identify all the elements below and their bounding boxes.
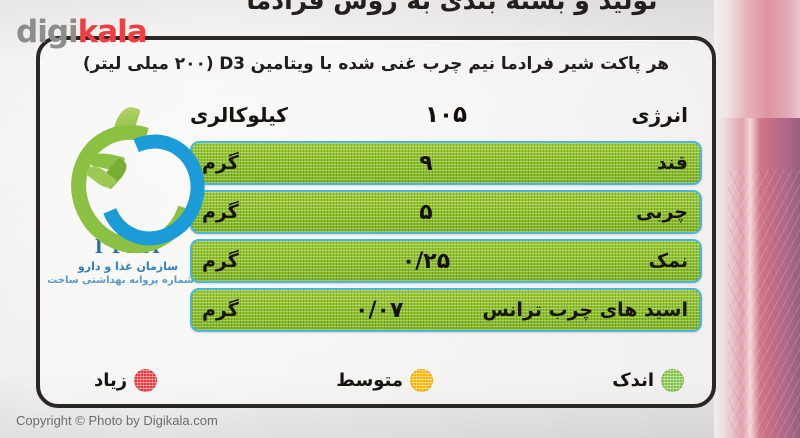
table-row-salt: نمک ۰/۲۵ گرم bbox=[190, 239, 702, 283]
legend-dot-red-icon bbox=[134, 369, 158, 392]
row-label: چربی bbox=[636, 201, 688, 223]
row-value: ۹ bbox=[419, 150, 433, 176]
row-label: قند bbox=[656, 152, 688, 174]
row-value: ۱۰۵ bbox=[424, 102, 468, 128]
legend-label: اندک bbox=[612, 370, 654, 391]
row-unit: گرم bbox=[202, 250, 239, 272]
legend-item-low: اندک bbox=[612, 369, 684, 392]
table-row-energy: انرژی ۱۰۵ کیلوکالری bbox=[190, 94, 702, 136]
nutrition-panel: هر پاکت شیر فرادما نیم چرب غنی شده با وی… bbox=[36, 36, 716, 408]
legend-label: متوسط bbox=[336, 370, 404, 391]
row-unit: گرم bbox=[202, 299, 239, 321]
table-row-fat: چربی ۵ گرم bbox=[190, 190, 702, 234]
legend-dot-orange-icon bbox=[410, 369, 434, 392]
watermark-digi: digi bbox=[16, 14, 79, 50]
ifda-logo: I FDA سازمان غذا و دارو شماره پروانه بهد… bbox=[47, 102, 222, 286]
row-label: انرژی bbox=[631, 103, 688, 127]
legend-dot-green-icon bbox=[661, 369, 684, 392]
legend-label: زیاد bbox=[94, 370, 128, 391]
ifda-org-name: سازمان غذا و دارو bbox=[77, 260, 179, 273]
ifda-license-caption: شماره پروانه بهداشتی ساخت bbox=[47, 275, 194, 286]
row-label: اسید های چرب ترانس bbox=[482, 299, 688, 321]
nutrition-rows: انرژی ۱۰۵ کیلوکالری قند ۹ گرم چربی ۵ گرم… bbox=[190, 94, 702, 352]
table-row-sugar: قند ۹ گرم bbox=[190, 141, 702, 185]
legend-item-medium: متوسط bbox=[336, 369, 434, 392]
carton-edge-top-band bbox=[714, 0, 800, 118]
row-unit: کیلوکالری bbox=[190, 103, 288, 127]
digikala-watermark: digikala bbox=[16, 14, 148, 50]
row-value: ۵ bbox=[419, 199, 433, 225]
table-row-trans-fat: اسید های چرب ترانس ۰/۰۷ گرم bbox=[190, 288, 702, 332]
row-value: ۰/۲۵ bbox=[401, 248, 451, 274]
legend-item-high: زیاد bbox=[94, 369, 158, 392]
row-value: ۰/۰۷ bbox=[355, 297, 404, 323]
ifda-apple-icon bbox=[48, 102, 222, 276]
carton-edge-texture bbox=[728, 170, 800, 438]
barcode-digits: 1000001 0000 bbox=[210, 432, 463, 438]
watermark-kala: kala bbox=[77, 14, 148, 50]
top-cutoff-text: تولید و بسته بندی به روش فرادما bbox=[246, 0, 658, 15]
row-unit: گرم bbox=[202, 152, 239, 174]
traffic-light-legend: اندک متوسط زیاد bbox=[54, 369, 698, 392]
row-label: نمک bbox=[648, 250, 688, 272]
row-unit: گرم bbox=[202, 201, 239, 223]
copyright-notice: Copyright © Photo by Digikala.com bbox=[16, 413, 218, 428]
ifda-acronym: I FDA bbox=[94, 234, 162, 258]
panel-header: هر پاکت شیر فرادما نیم چرب غنی شده با وی… bbox=[82, 54, 670, 74]
